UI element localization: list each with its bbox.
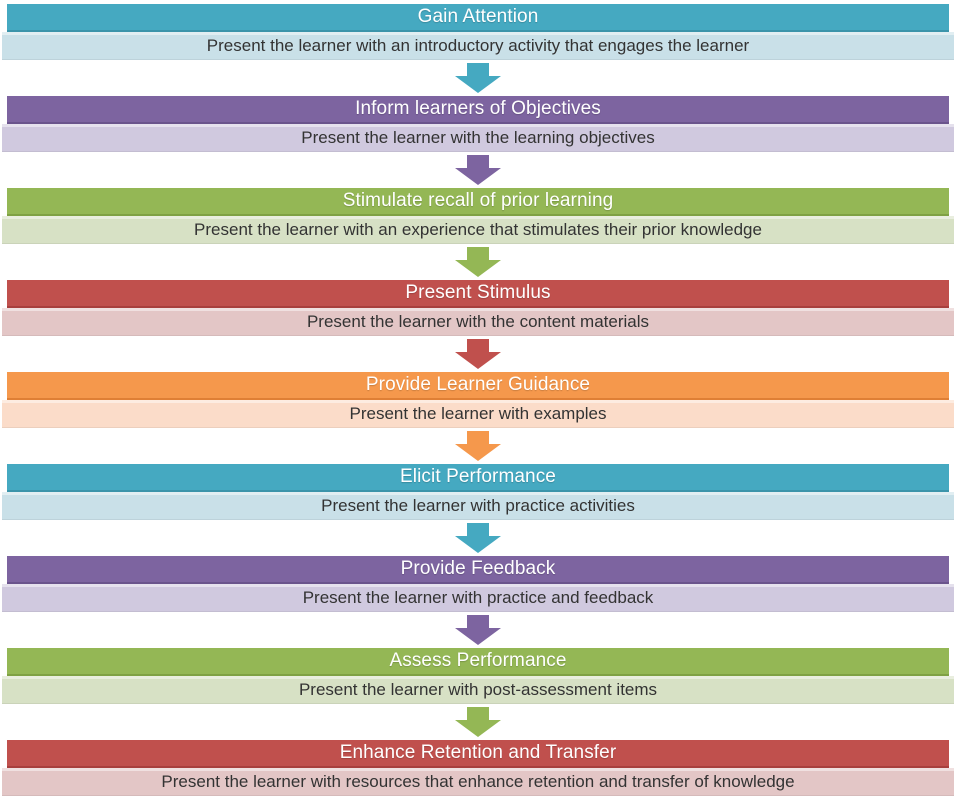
step-elicit-performance: Elicit Performance Present the learner w…	[0, 464, 956, 520]
step-stimulate-recall: Stimulate recall of prior learning Prese…	[0, 188, 956, 244]
step-description-bar: Present the learner with practice activi…	[2, 492, 954, 520]
step-title-bar: Stimulate recall of prior learning	[7, 188, 949, 216]
down-arrow	[0, 244, 956, 280]
step-description-bar: Present the learner with examples	[2, 400, 954, 428]
down-arrow	[0, 612, 956, 648]
down-arrow-stem	[467, 615, 489, 628]
step-title: Inform learners of Objectives	[355, 98, 601, 119]
down-arrow	[0, 520, 956, 556]
step-title: Assess Performance	[389, 650, 567, 671]
step-description-bar: Present the learner with post-assessment…	[2, 676, 954, 704]
step-title-bar: Present Stimulus	[7, 280, 949, 308]
down-arrow-stem	[467, 155, 489, 168]
step-title: Elicit Performance	[400, 466, 556, 487]
step-assess-performance: Assess Performance Present the learner w…	[0, 648, 956, 704]
step-title-bar: Assess Performance	[7, 648, 949, 676]
down-arrow-head	[455, 536, 501, 553]
step-title: Provide Feedback	[400, 558, 556, 579]
step-title-bar: Elicit Performance	[7, 464, 949, 492]
down-arrow-head	[455, 352, 501, 369]
down-arrow-head	[455, 628, 501, 645]
step-title: Gain Attention	[417, 6, 539, 27]
step-provide-feedback: Provide Feedback Present the learner wit…	[0, 556, 956, 612]
down-arrow	[0, 704, 956, 740]
down-arrow-stem	[467, 523, 489, 536]
down-arrow-stem	[467, 339, 489, 352]
step-description-bar: Present the learner with an introductory…	[2, 32, 954, 60]
step-title: Present Stimulus	[405, 282, 551, 303]
step-title-bar: Provide Learner Guidance	[7, 372, 949, 400]
down-arrow	[0, 428, 956, 464]
step-description: Present the learner with an introductory…	[206, 36, 750, 55]
step-description: Present the learner with the content mat…	[306, 312, 650, 331]
down-arrow-head	[455, 260, 501, 277]
step-description-bar: Present the learner with the learning ob…	[2, 124, 954, 152]
down-arrow-stem	[467, 431, 489, 444]
step-description: Present the learner with post-assessment…	[298, 680, 658, 699]
step-description: Present the learner with practice and fe…	[302, 588, 654, 607]
step-description-bar: Present the learner with the content mat…	[2, 308, 954, 336]
step-gain-attention: Gain Attention Present the learner with …	[0, 4, 956, 60]
down-arrow	[0, 152, 956, 188]
step-description-bar: Present the learner with resources that …	[2, 768, 954, 796]
step-description: Present the learner with practice activi…	[321, 496, 635, 515]
step-present-stimulus: Present Stimulus Present the learner wit…	[0, 280, 956, 336]
down-arrow	[0, 60, 956, 96]
down-arrow-head	[455, 168, 501, 185]
step-description: Present the learner with an experience t…	[194, 220, 762, 239]
step-description: Present the learner with resources that …	[161, 772, 795, 791]
step-title-bar: Enhance Retention and Transfer	[7, 740, 949, 768]
step-title-bar: Inform learners of Objectives	[7, 96, 949, 124]
step-title: Enhance Retention and Transfer	[339, 742, 617, 763]
step-description: Present the learner with examples	[349, 404, 607, 423]
step-title-bar: Provide Feedback	[7, 556, 949, 584]
down-arrow-stem	[467, 63, 489, 76]
down-arrow-stem	[467, 247, 489, 260]
step-description: Present the learner with the learning ob…	[301, 128, 655, 147]
down-arrow-stem	[467, 707, 489, 720]
step-description-bar: Present the learner with practice and fe…	[2, 584, 954, 612]
step-description-bar: Present the learner with an experience t…	[2, 216, 954, 244]
step-title-bar: Gain Attention	[7, 4, 949, 32]
step-inform-objectives: Inform learners of Objectives Present th…	[0, 96, 956, 152]
down-arrow-head	[455, 76, 501, 93]
step-title: Stimulate recall of prior learning	[342, 190, 614, 211]
down-arrow-head	[455, 720, 501, 737]
step-provide-guidance: Provide Learner Guidance Present the lea…	[0, 372, 956, 428]
step-title: Provide Learner Guidance	[365, 374, 591, 395]
down-arrow-head	[455, 444, 501, 461]
down-arrow	[0, 336, 956, 372]
step-enhance-retention: Enhance Retention and Transfer Present t…	[0, 740, 956, 796]
